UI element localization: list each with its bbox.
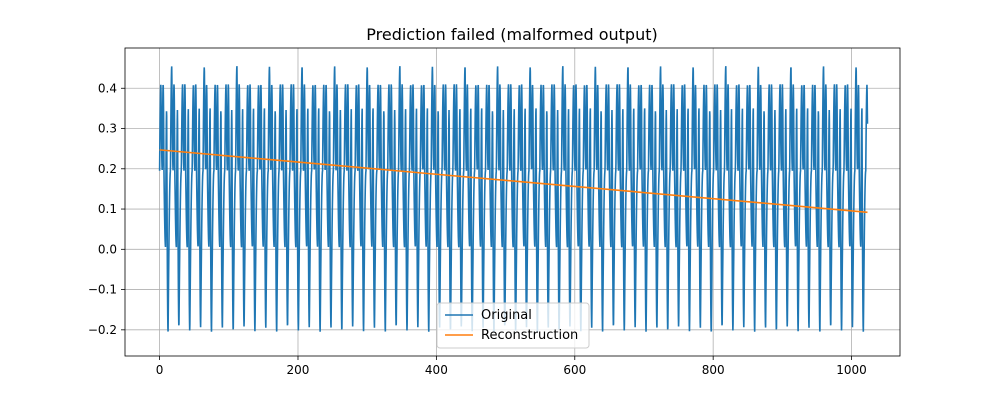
x-tick-label: 800 xyxy=(702,363,725,377)
legend-label: Original xyxy=(481,308,532,323)
y-tick-label: −0.1 xyxy=(88,283,117,297)
x-tick-label: 200 xyxy=(287,363,310,377)
legend-label: Reconstruction xyxy=(481,328,578,343)
series-reconstruction-line xyxy=(159,149,868,214)
x-tick-label: 1000 xyxy=(836,363,867,377)
legend-box xyxy=(436,302,590,349)
series-layer xyxy=(158,66,869,332)
x-tick-label: 600 xyxy=(563,363,586,377)
chart-title: Prediction failed (malformed output) xyxy=(366,25,657,44)
y-tick-label: 0.1 xyxy=(98,202,117,216)
y-tick-label: 0.2 xyxy=(98,162,117,176)
x-tick-label: 0 xyxy=(156,363,164,377)
legend: Original Reconstruction xyxy=(436,302,590,349)
series-original-line xyxy=(158,66,869,332)
x-tick-label: 400 xyxy=(425,363,448,377)
axes-frame xyxy=(124,47,901,357)
y-tick-label: 0.0 xyxy=(98,242,117,256)
ticks: 0 200 400 600 800 1000 −0.2 −0.1 0.0 0.1 0.2 0.3 0.4 xyxy=(88,81,867,377)
y-tick-label: 0.3 xyxy=(98,122,117,136)
y-tick-label: −0.2 xyxy=(88,323,117,337)
y-tick-label: 0.4 xyxy=(98,81,117,95)
